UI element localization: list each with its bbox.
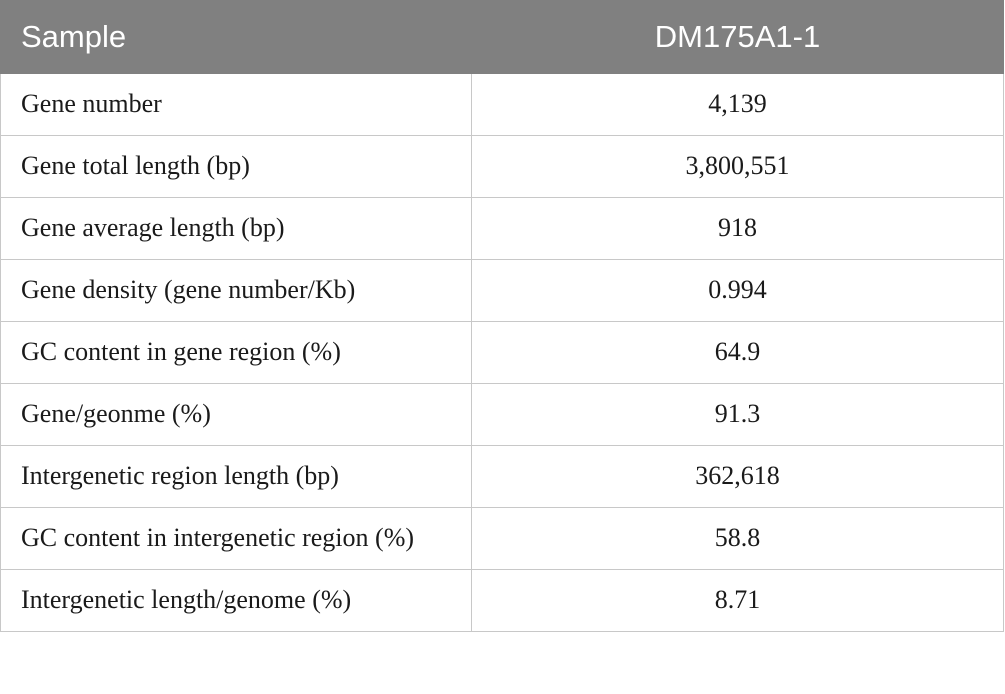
row-label: GC content in gene region (%) bbox=[0, 321, 472, 384]
row-label: Gene total length (bp) bbox=[0, 135, 472, 198]
table-row: Gene total length (bp) 3,800,551 bbox=[0, 135, 1004, 198]
row-label: Gene density (gene number/Kb) bbox=[0, 259, 472, 322]
table-body: Gene number 4,139 Gene total length (bp) 3,… bbox=[0, 73, 1004, 632]
table-row: Gene density (gene number/Kb) 0.994 bbox=[0, 259, 1004, 322]
row-value: 918 bbox=[471, 197, 1004, 260]
row-label: Intergenetic region length (bp) bbox=[0, 445, 472, 508]
row-label: Gene number bbox=[0, 73, 472, 136]
table-row: Gene/geonme (%) 91.3 bbox=[0, 383, 1004, 446]
row-value: 91.3 bbox=[471, 383, 1004, 446]
table-row: Intergenetic length/genome (%) 8.71 bbox=[0, 569, 1004, 632]
header-cell: DM175A1-1 bbox=[471, 0, 1004, 74]
header-cell: Sample bbox=[0, 0, 472, 74]
row-value: 64.9 bbox=[471, 321, 1004, 384]
row-label: Gene/geonme (%) bbox=[0, 383, 472, 446]
row-label: GC content in intergenetic region (%) bbox=[0, 507, 472, 570]
row-value: 8.71 bbox=[471, 569, 1004, 632]
row-value: 4,139 bbox=[471, 73, 1004, 136]
table-row: Gene average length (bp) 918 bbox=[0, 197, 1004, 260]
row-value: 58.8 bbox=[471, 507, 1004, 570]
row-label: Gene average length (bp) bbox=[0, 197, 472, 260]
table-row: GC content in gene region (%) 64.9 bbox=[0, 321, 1004, 384]
table-row: Gene number 4,139 bbox=[0, 73, 1004, 136]
row-value: 362,618 bbox=[471, 445, 1004, 508]
row-value: 0.994 bbox=[471, 259, 1004, 322]
row-value: 3,800,551 bbox=[471, 135, 1004, 198]
row-label: Intergenetic length/genome (%) bbox=[0, 569, 472, 632]
table-row: GC content in intergenetic region (%) 58.… bbox=[0, 507, 1004, 570]
data-table: Sample DM175A1-1 Gene number 4,139 Gene to… bbox=[0, 0, 1004, 632]
table-row: Intergenetic region length (bp) 362,618 bbox=[0, 445, 1004, 508]
header-row: Sample DM175A1-1 bbox=[0, 0, 1004, 74]
